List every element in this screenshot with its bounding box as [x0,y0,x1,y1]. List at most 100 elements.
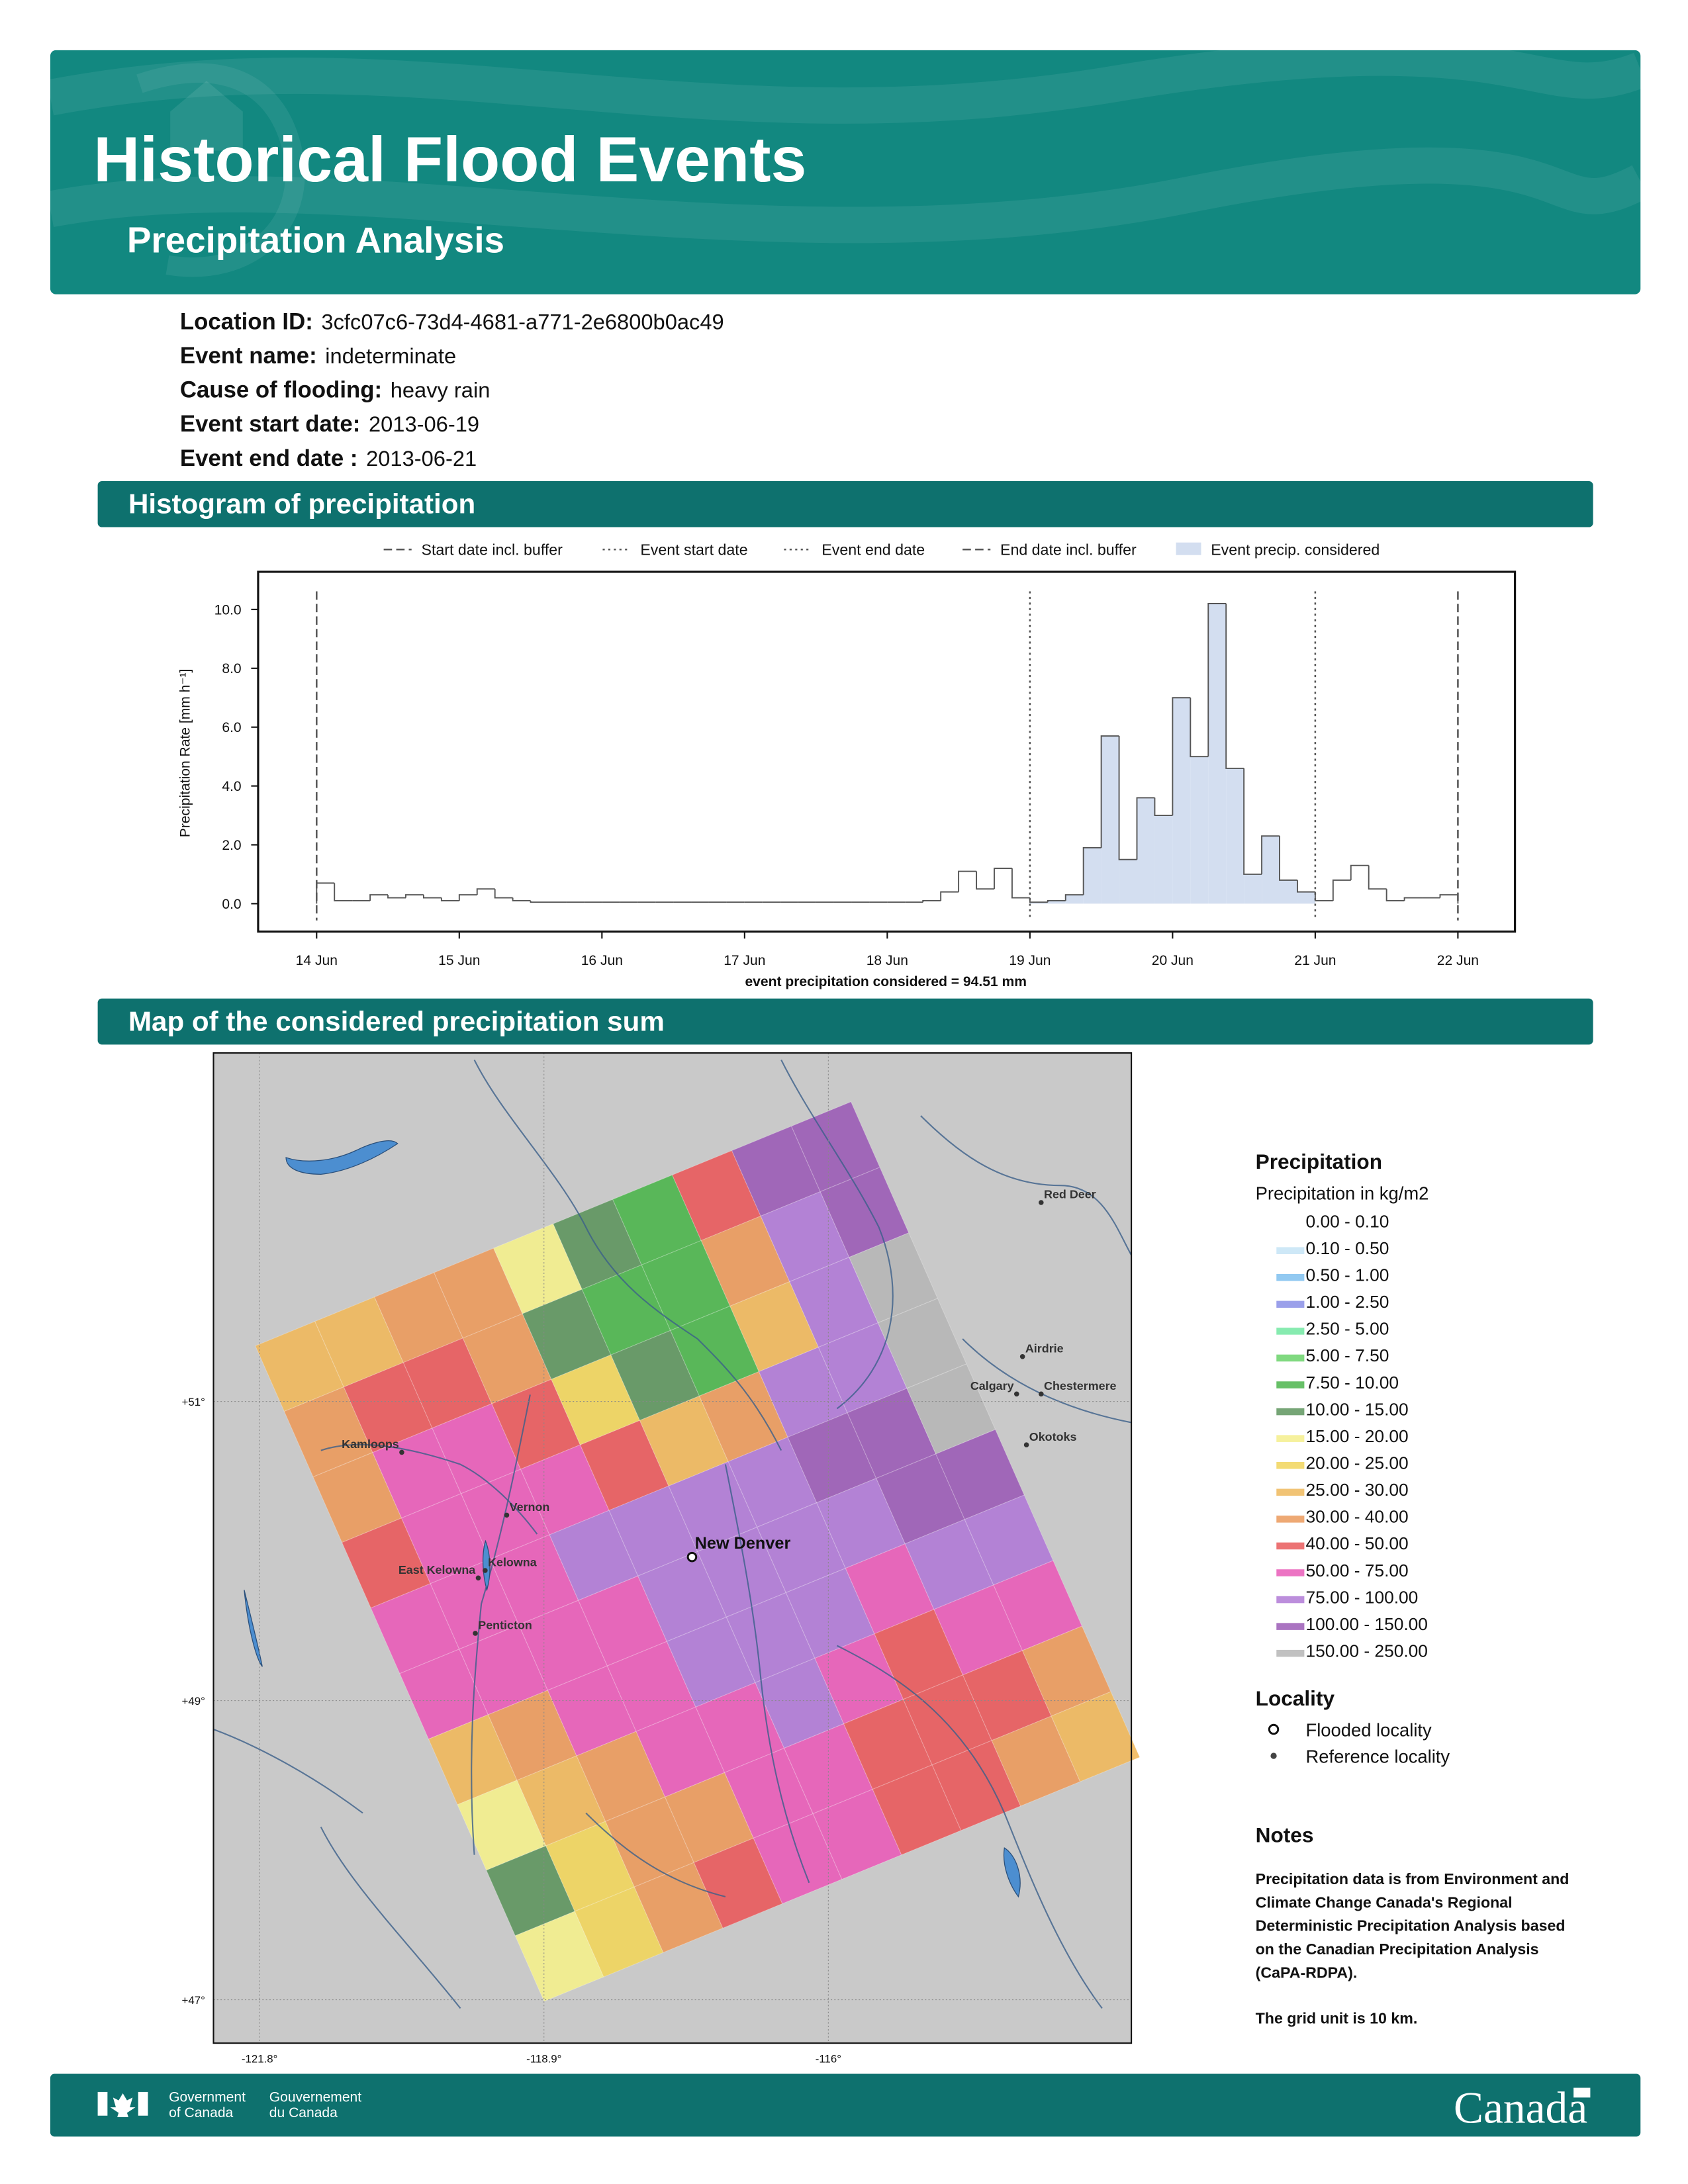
section-title: Histogram of precipitation [128,488,475,519]
reference-locality [504,1512,510,1518]
legend-swatch [1276,1300,1305,1308]
chart-note: event precipitation considered = 94.51 m… [745,974,1027,989]
footer-fr: Gouvernement [269,2090,361,2105]
legend-swatch [1276,1488,1305,1496]
y-tick-label: 6.0 [222,720,241,735]
reference-symbol [1270,1752,1277,1759]
map-legend: 0.00 - 0.10 0.10 - 0.50 0.50 - 1.00 1.00 - … [1276,1211,1428,1661]
histogram-fill [1083,847,1102,904]
histogram-fill [1297,891,1315,904]
legend-class-label: 0.50 - 1.00 [1306,1265,1389,1285]
notes: Precipitation data is from Environment a… [1256,1870,1570,1981]
info-value: 2013-06-19 [369,412,479,436]
histogram-step [1279,836,1297,881]
histogram-step [958,870,977,892]
legend-swatch [1276,1274,1305,1281]
lakes [244,1140,1021,1898]
histogram-step [405,894,424,898]
histogram-step [387,895,406,899]
legend-class-label: 10.00 - 15.00 [1306,1399,1409,1419]
reference-label: Calgary [970,1379,1014,1392]
legend-label: End date incl. buffer [1000,541,1137,559]
histogram-fill [1101,736,1119,904]
notes-line: on the Canadian Precipitation Analysis [1256,1940,1539,1958]
histogram-fill [1244,874,1262,904]
header-waves [46,39,1649,277]
legend-class-label: 20.00 - 25.00 [1306,1453,1409,1473]
notes-line: (CaPA-RDPA). [1256,1964,1358,1981]
legend-label: Start date incl. buffer [421,541,563,559]
legend-class-label: 7.50 - 10.00 [1306,1373,1399,1392]
histogram-fill [1262,836,1280,904]
histogram-step [1332,879,1351,901]
histogram-step [1207,603,1227,757]
info-row: Cause of flooding: heavy rain [180,378,490,403]
histogram-step [1082,847,1102,895]
histogram-step [440,897,459,901]
legend-class-label: 30.00 - 40.00 [1306,1507,1409,1527]
histogram-fill [1029,902,1048,904]
legend-swatch [1276,1649,1305,1657]
info-row: Event name: indeterminate [180,343,456,369]
histogram-step [1118,736,1137,860]
legend-swatch [1276,1596,1305,1604]
legend-label: Event start date [640,541,747,559]
histogram-step [1100,735,1119,848]
info-row: Event end date : 2013-06-21 [180,446,477,471]
histogram-fill [1190,756,1209,904]
legend-label: Event end date [821,541,925,559]
histogram-step [1172,697,1191,816]
map-frame [212,1052,1133,2044]
legend-label: Event precip. considered [1211,541,1380,559]
reference-locality [1019,1353,1025,1359]
wordmark-flag [1573,2087,1591,2098]
x-tick-label: 20 Jun [1152,953,1194,968]
x-tick-label: 14 Jun [296,953,338,968]
section-bar [97,998,1593,1045]
map-grid [255,1101,1141,2002]
histogram-step [334,883,353,901]
reference-locality [475,1575,481,1581]
chart-legend: Start date incl. buffer Event start date E… [383,541,1380,559]
reference-label: Chestermere [1044,1379,1117,1392]
canada-flag [97,2091,148,2117]
legend-swatch [1176,542,1201,555]
histogram-step [976,871,994,890]
histogram-step [1350,864,1369,880]
reference-locality [1039,1391,1044,1397]
grid-cell [1051,1691,1141,1782]
histogram-fill [1172,698,1191,904]
x-tick-label: 19 Jun [1009,953,1051,968]
footer-en: of Canada [169,2105,233,2120]
histogram-step [922,900,941,903]
legend-swatch [1276,1623,1305,1630]
legend-swatch [1276,1328,1305,1335]
legend-class-label: 100.00 - 150.00 [1306,1614,1428,1634]
histogram-step [1225,603,1244,769]
legend-class-label: 1.00 - 2.50 [1306,1292,1389,1312]
histogram-fill [1137,797,1155,904]
legend-swatch [1276,1569,1305,1576]
reference-label: Okotoks [1029,1430,1077,1443]
legend-title: Precipitation [1256,1150,1382,1173]
histogram-fill [1226,768,1244,904]
locality-label: Reference locality [1306,1747,1450,1767]
info-value: 2013-06-21 [366,446,477,471]
histogram-step [1368,865,1387,890]
legend-swatch [1276,1220,1305,1228]
histogram-fill [1154,815,1173,904]
histogram-fill [1119,859,1137,904]
map-places: Kamloops Vernon Kelowna East Kelowna Pentict… [342,1188,1117,1636]
locality-title: Locality [1256,1686,1335,1710]
histogram-step [1296,880,1315,893]
notes-grid: The grid unit is 10 km. [1256,2010,1418,2027]
flooded-symbol [1268,1723,1280,1735]
legend-swatch [1276,1435,1305,1442]
legend-class-label: 2.50 - 5.00 [1306,1319,1389,1339]
reference-locality [1023,1442,1029,1447]
legend-class-label: 40.00 - 50.00 [1306,1533,1409,1553]
map-x-label: -116° [816,2053,841,2066]
footer-fr: du Canada [269,2105,338,2120]
map-x-label: -118.9° [526,2053,561,2066]
